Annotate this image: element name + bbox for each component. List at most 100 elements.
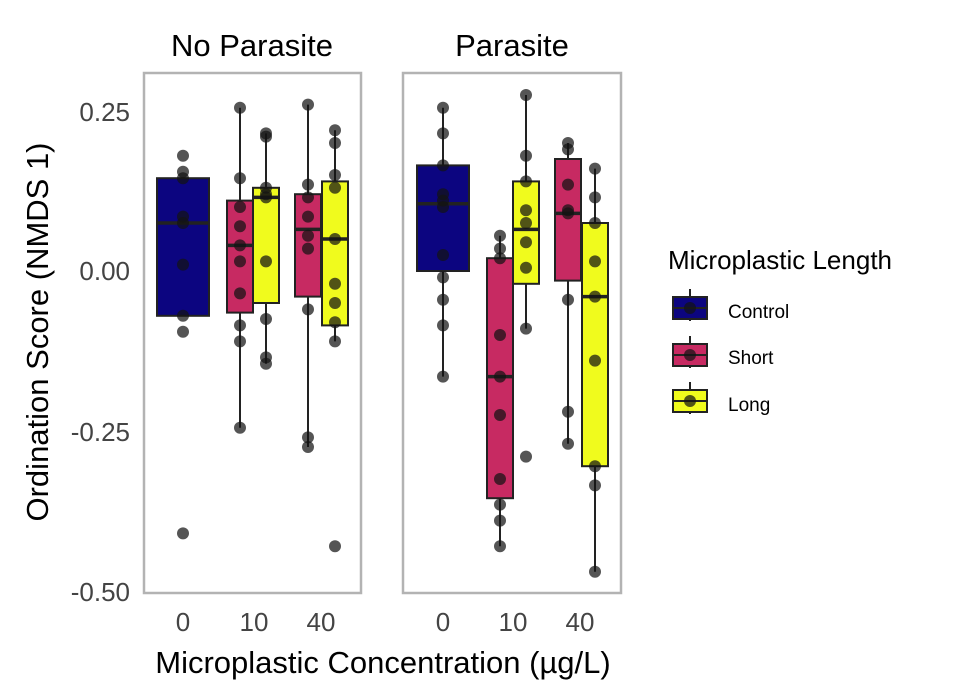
data-point	[437, 319, 449, 332]
data-point	[589, 162, 601, 175]
data-point	[520, 217, 532, 229]
data-point	[234, 255, 246, 268]
panel-parasite	[416, 89, 609, 578]
data-point	[302, 303, 314, 316]
data-point	[520, 236, 532, 249]
legend-label-short: Short	[728, 348, 774, 369]
legend-key-point	[684, 395, 696, 407]
data-point	[589, 255, 601, 268]
data-point	[520, 175, 532, 188]
data-point	[562, 207, 574, 220]
data-point	[437, 293, 449, 306]
data-point	[589, 191, 601, 204]
y-tick-label: 0.25	[79, 97, 130, 127]
data-point	[494, 329, 506, 341]
data-point	[494, 242, 506, 255]
data-point	[329, 137, 341, 149]
x-tick-label: 0	[176, 607, 190, 637]
legend-key-point	[684, 302, 696, 314]
data-point	[177, 258, 189, 271]
data-point	[520, 204, 532, 217]
data-point	[302, 441, 314, 453]
panel-border	[401, 71, 623, 595]
y-tick-label: 0.00	[79, 256, 130, 286]
data-point	[562, 178, 574, 191]
data-point	[589, 460, 601, 473]
data-point	[562, 143, 574, 156]
panel-border	[142, 71, 363, 595]
data-point	[234, 239, 246, 252]
data-point	[329, 181, 341, 194]
data-point	[234, 220, 246, 233]
data-point	[437, 271, 449, 284]
data-point	[562, 405, 574, 418]
y-axis-label: Ordination Score (NMDS 1)	[20, 142, 55, 521]
data-point	[562, 293, 574, 306]
panel-title-no-parasite: No Parasite	[171, 28, 333, 63]
box-control	[156, 177, 210, 317]
data-point	[302, 178, 314, 191]
data-point	[234, 319, 246, 332]
x-tick-label: 40	[566, 607, 595, 637]
data-point	[494, 229, 506, 242]
x-tick-label: 10	[499, 607, 528, 637]
x-tick-label: 0	[436, 607, 450, 637]
data-point	[329, 169, 341, 181]
data-point	[260, 130, 272, 143]
panel-no-parasite	[156, 98, 349, 553]
x-tick-label: 40	[307, 607, 336, 637]
data-point	[234, 172, 246, 185]
data-point	[260, 357, 272, 370]
data-point	[177, 217, 189, 229]
panel-title-parasite: Parasite	[455, 28, 569, 63]
data-point	[234, 287, 246, 300]
legend-title: Microplastic Length	[668, 245, 892, 275]
data-point	[177, 149, 189, 162]
data-point	[437, 370, 449, 383]
data-point	[329, 335, 341, 348]
data-point	[302, 210, 314, 223]
data-point	[234, 335, 246, 348]
data-point	[329, 540, 341, 553]
x-axis-label: Microplastic Concentration (µg/L)	[155, 645, 610, 680]
data-point	[302, 191, 314, 204]
data-point	[562, 437, 574, 450]
data-point	[329, 124, 341, 137]
data-point	[520, 89, 532, 101]
data-point	[589, 565, 601, 578]
legend-key-point	[684, 349, 696, 361]
data-point	[302, 229, 314, 242]
x-tick-label: 10	[240, 607, 269, 637]
legend-label-control: Control	[728, 302, 789, 323]
data-point	[329, 233, 341, 245]
legend-keys	[672, 289, 708, 414]
data-point	[234, 101, 246, 114]
data-point	[260, 191, 272, 204]
data-point	[260, 255, 272, 268]
data-point	[589, 217, 601, 229]
data-point	[329, 277, 341, 290]
data-point	[302, 98, 314, 111]
data-point	[260, 313, 272, 325]
data-point	[589, 354, 601, 367]
data-point	[177, 527, 189, 540]
data-point	[437, 201, 449, 213]
box-long	[252, 186, 280, 304]
data-point	[437, 159, 449, 172]
data-point	[494, 252, 506, 265]
box-long	[512, 180, 540, 285]
data-point	[520, 149, 532, 162]
data-point	[177, 172, 189, 185]
data-point	[177, 325, 189, 338]
data-point	[520, 261, 532, 274]
data-point	[234, 201, 246, 213]
data-point	[494, 409, 506, 421]
data-point	[302, 431, 314, 444]
legend: Microplastic Length Control Short Long	[668, 245, 892, 416]
data-point	[437, 127, 449, 140]
legend-label-long: Long	[728, 395, 770, 416]
data-point	[520, 450, 532, 463]
y-tick-label: -0.25	[71, 417, 130, 447]
data-point	[329, 316, 341, 329]
